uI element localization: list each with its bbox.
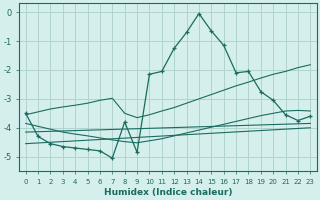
X-axis label: Humidex (Indice chaleur): Humidex (Indice chaleur) bbox=[104, 188, 232, 197]
